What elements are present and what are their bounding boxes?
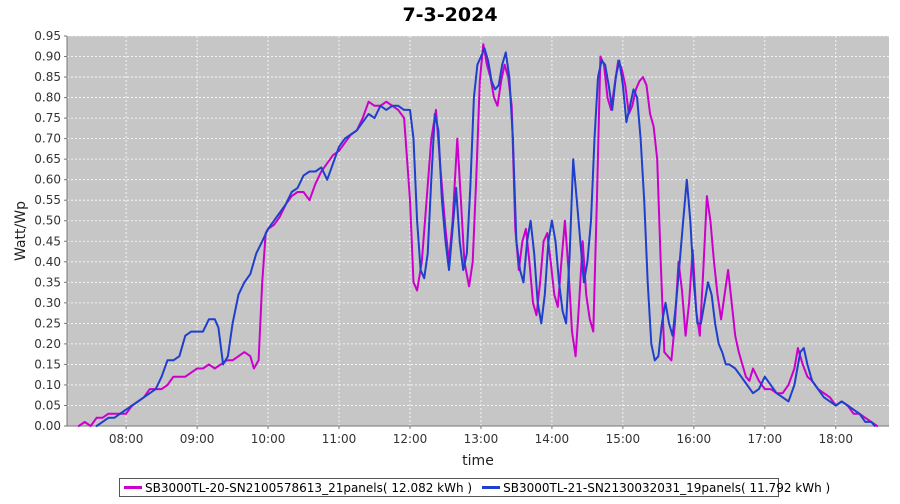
x-tick-label: 15:00 — [606, 432, 641, 446]
y-tick-label: 0.05 — [34, 398, 61, 412]
y-tick-label: 0.65 — [34, 152, 61, 166]
plot-area — [67, 36, 889, 426]
y-tick-label: 0.75 — [34, 111, 61, 125]
y-axis-ticks: 0.00 0.05 0.10 0.15 0.20 0.25 0.30 0.35 0.40 0.45… — [34, 29, 67, 433]
chart-title: 7-3-2024 — [402, 4, 497, 26]
legend-item-series-2: SB3000TL-21-SN2130032031_19panels( 11.79… — [482, 481, 830, 495]
x-axis-ticks: 08:00 09:00 10:00 11:00 12:00 13:00 14:00 15:00… — [109, 426, 853, 446]
x-tick-label: 17:00 — [748, 432, 783, 446]
x-tick-label: 18:00 — [818, 432, 853, 446]
legend-swatch-series-1 — [124, 486, 142, 489]
x-tick-label: 08:00 — [109, 432, 144, 446]
x-axis-label: time — [462, 453, 494, 469]
y-tick-label: 0.90 — [34, 50, 61, 64]
y-tick-label: 0.30 — [34, 296, 61, 310]
x-tick-label: 11:00 — [322, 432, 357, 446]
legend-item-series-1: SB3000TL-20-SN2100578613_21panels( 12.08… — [124, 481, 472, 495]
x-tick-label: 14:00 — [535, 432, 570, 446]
y-axis-label: Watt/Wp — [13, 201, 29, 261]
x-tick-label: 13:00 — [464, 432, 499, 446]
y-tick-label: 0.45 — [34, 234, 61, 248]
x-tick-label: 16:00 — [677, 432, 712, 446]
y-tick-label: 0.15 — [34, 357, 61, 371]
y-tick-label: 0.95 — [34, 29, 61, 43]
legend: SB3000TL-20-SN2100578613_21panels( 12.08… — [119, 478, 830, 497]
series-line-2 — [95, 47, 876, 427]
y-tick-label: 0.10 — [34, 378, 61, 392]
y-tick-label: 0.40 — [34, 255, 61, 269]
y-tick-label: 0.25 — [34, 316, 61, 330]
legend-label-series-2: SB3000TL-21-SN2130032031_19panels( 11.79… — [503, 480, 831, 495]
x-tick-label: 12:00 — [393, 432, 428, 446]
y-tick-label: 0.85 — [34, 70, 61, 84]
series-lines — [77, 43, 879, 427]
grid — [66, 35, 889, 427]
y-tick-label: 0.80 — [34, 91, 61, 105]
legend-label-series-1: SB3000TL-20-SN2100578613_21panels( 12.08… — [145, 480, 473, 495]
y-tick-label: 0.00 — [34, 419, 61, 433]
y-tick-label: 0.70 — [34, 132, 61, 146]
y-tick-label: 0.50 — [34, 214, 61, 228]
y-tick-label: 0.20 — [34, 337, 61, 351]
x-tick-label: 10:00 — [251, 432, 286, 446]
y-tick-label: 0.55 — [34, 193, 61, 207]
y-tick-label: 0.35 — [34, 275, 61, 289]
series-line-1 — [77, 43, 879, 427]
x-tick-label: 09:00 — [180, 432, 215, 446]
y-tick-label: 0.60 — [34, 173, 61, 187]
legend-swatch-series-2 — [482, 486, 501, 489]
